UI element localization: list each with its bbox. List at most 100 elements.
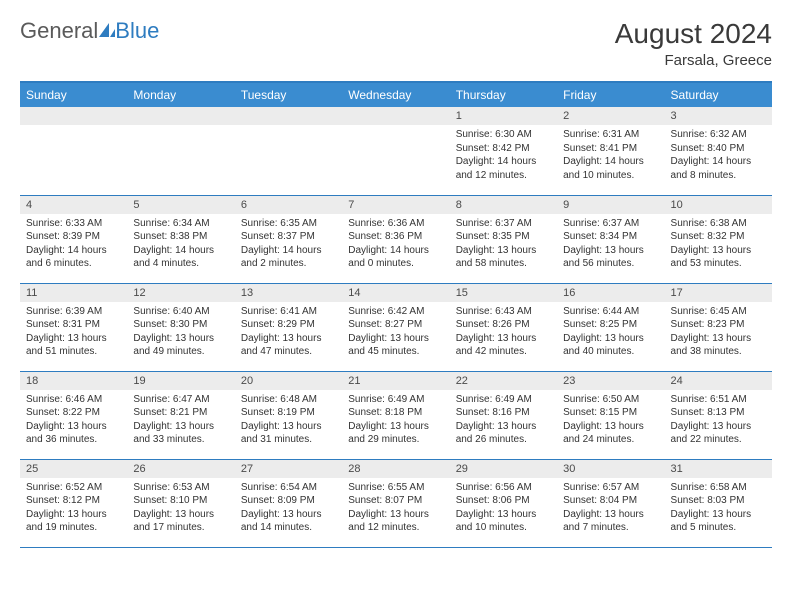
day-number: 20 <box>235 372 342 390</box>
calendar-day-cell <box>127 107 234 195</box>
day-number: 25 <box>20 460 127 478</box>
sunset-line: Sunset: 8:35 PM <box>456 230 551 244</box>
sunrise-line: Sunrise: 6:45 AM <box>671 305 766 319</box>
calendar-day-cell: 21Sunrise: 6:49 AMSunset: 8:18 PMDayligh… <box>342 371 449 459</box>
sunset-line: Sunset: 8:34 PM <box>563 230 658 244</box>
daylight-line: Daylight: 13 hours and 49 minutes. <box>133 332 228 359</box>
day-number: 28 <box>342 460 449 478</box>
day-details: Sunrise: 6:56 AMSunset: 8:06 PMDaylight:… <box>450 478 557 539</box>
day-details: Sunrise: 6:39 AMSunset: 8:31 PMDaylight:… <box>20 302 127 363</box>
daylight-line: Daylight: 13 hours and 24 minutes. <box>563 420 658 447</box>
sunrise-line: Sunrise: 6:49 AM <box>456 393 551 407</box>
day-of-week-header: Monday <box>127 82 234 107</box>
day-number: 4 <box>20 196 127 214</box>
sunrise-line: Sunrise: 6:41 AM <box>241 305 336 319</box>
day-details: Sunrise: 6:45 AMSunset: 8:23 PMDaylight:… <box>665 302 772 363</box>
sunset-line: Sunset: 8:38 PM <box>133 230 228 244</box>
sunrise-line: Sunrise: 6:31 AM <box>563 128 658 142</box>
daylight-line: Daylight: 13 hours and 51 minutes. <box>26 332 121 359</box>
daylight-line: Daylight: 13 hours and 26 minutes. <box>456 420 551 447</box>
calendar-day-cell: 18Sunrise: 6:46 AMSunset: 8:22 PMDayligh… <box>20 371 127 459</box>
sunrise-line: Sunrise: 6:50 AM <box>563 393 658 407</box>
daylight-line: Daylight: 13 hours and 22 minutes. <box>671 420 766 447</box>
calendar-day-cell: 6Sunrise: 6:35 AMSunset: 8:37 PMDaylight… <box>235 195 342 283</box>
day-of-week-header: Thursday <box>450 82 557 107</box>
day-number: 31 <box>665 460 772 478</box>
daylight-line: Daylight: 14 hours and 10 minutes. <box>563 155 658 182</box>
day-number: 12 <box>127 284 234 302</box>
calendar-day-cell <box>342 107 449 195</box>
sunrise-line: Sunrise: 6:32 AM <box>671 128 766 142</box>
day-of-week-header: Saturday <box>665 82 772 107</box>
calendar-day-cell <box>235 107 342 195</box>
day-number: 7 <box>342 196 449 214</box>
sunrise-line: Sunrise: 6:53 AM <box>133 481 228 495</box>
calendar-thead: SundayMondayTuesdayWednesdayThursdayFrid… <box>20 82 772 107</box>
calendar-day-cell: 10Sunrise: 6:38 AMSunset: 8:32 PMDayligh… <box>665 195 772 283</box>
day-details: Sunrise: 6:54 AMSunset: 8:09 PMDaylight:… <box>235 478 342 539</box>
sunrise-line: Sunrise: 6:37 AM <box>456 217 551 231</box>
day-number: 15 <box>450 284 557 302</box>
daylight-line: Daylight: 13 hours and 10 minutes. <box>456 508 551 535</box>
day-number: 27 <box>235 460 342 478</box>
day-details: Sunrise: 6:47 AMSunset: 8:21 PMDaylight:… <box>127 390 234 451</box>
daylight-line: Daylight: 13 hours and 17 minutes. <box>133 508 228 535</box>
header: General Blue August 2024 Farsala, Greece <box>20 18 772 69</box>
calendar-day-cell <box>20 107 127 195</box>
daylight-line: Daylight: 14 hours and 0 minutes. <box>348 244 443 271</box>
day-details: Sunrise: 6:32 AMSunset: 8:40 PMDaylight:… <box>665 125 772 186</box>
sunset-line: Sunset: 8:16 PM <box>456 406 551 420</box>
day-number: 10 <box>665 196 772 214</box>
sunrise-line: Sunrise: 6:35 AM <box>241 217 336 231</box>
day-details: Sunrise: 6:42 AMSunset: 8:27 PMDaylight:… <box>342 302 449 363</box>
sunset-line: Sunset: 8:22 PM <box>26 406 121 420</box>
sunrise-line: Sunrise: 6:52 AM <box>26 481 121 495</box>
daylight-line: Daylight: 13 hours and 58 minutes. <box>456 244 551 271</box>
daylight-line: Daylight: 14 hours and 12 minutes. <box>456 155 551 182</box>
day-number: 13 <box>235 284 342 302</box>
sunset-line: Sunset: 8:10 PM <box>133 494 228 508</box>
brand-blue-text: Blue <box>115 18 159 44</box>
sunset-line: Sunset: 8:15 PM <box>563 406 658 420</box>
daylight-line: Daylight: 14 hours and 6 minutes. <box>26 244 121 271</box>
calendar-day-cell: 16Sunrise: 6:44 AMSunset: 8:25 PMDayligh… <box>557 283 664 371</box>
sunset-line: Sunset: 8:37 PM <box>241 230 336 244</box>
day-number: 8 <box>450 196 557 214</box>
sunset-line: Sunset: 8:27 PM <box>348 318 443 332</box>
calendar-day-cell: 4Sunrise: 6:33 AMSunset: 8:39 PMDaylight… <box>20 195 127 283</box>
daylight-line: Daylight: 13 hours and 33 minutes. <box>133 420 228 447</box>
calendar-day-cell: 23Sunrise: 6:50 AMSunset: 8:15 PMDayligh… <box>557 371 664 459</box>
day-details: Sunrise: 6:57 AMSunset: 8:04 PMDaylight:… <box>557 478 664 539</box>
sunrise-line: Sunrise: 6:44 AM <box>563 305 658 319</box>
sunrise-line: Sunrise: 6:43 AM <box>456 305 551 319</box>
calendar-table: SundayMondayTuesdayWednesdayThursdayFrid… <box>20 81 772 548</box>
day-details: Sunrise: 6:41 AMSunset: 8:29 PMDaylight:… <box>235 302 342 363</box>
day-details: Sunrise: 6:52 AMSunset: 8:12 PMDaylight:… <box>20 478 127 539</box>
day-number-band <box>127 107 234 125</box>
sunset-line: Sunset: 8:07 PM <box>348 494 443 508</box>
day-of-week-header: Tuesday <box>235 82 342 107</box>
day-details: Sunrise: 6:34 AMSunset: 8:38 PMDaylight:… <box>127 214 234 275</box>
daylight-line: Daylight: 13 hours and 7 minutes. <box>563 508 658 535</box>
calendar-week-row: 4Sunrise: 6:33 AMSunset: 8:39 PMDaylight… <box>20 195 772 283</box>
sunrise-line: Sunrise: 6:37 AM <box>563 217 658 231</box>
day-number: 24 <box>665 372 772 390</box>
day-number: 11 <box>20 284 127 302</box>
day-of-week-row: SundayMondayTuesdayWednesdayThursdayFrid… <box>20 82 772 107</box>
calendar-week-row: 25Sunrise: 6:52 AMSunset: 8:12 PMDayligh… <box>20 459 772 547</box>
sunrise-line: Sunrise: 6:58 AM <box>671 481 766 495</box>
calendar-day-cell: 24Sunrise: 6:51 AMSunset: 8:13 PMDayligh… <box>665 371 772 459</box>
sunrise-line: Sunrise: 6:54 AM <box>241 481 336 495</box>
sunrise-line: Sunrise: 6:30 AM <box>456 128 551 142</box>
sunrise-line: Sunrise: 6:56 AM <box>456 481 551 495</box>
day-of-week-header: Wednesday <box>342 82 449 107</box>
daylight-line: Daylight: 14 hours and 8 minutes. <box>671 155 766 182</box>
calendar-day-cell: 8 Sunrise: 6:37 AMSunset: 8:35 PMDaylight… <box>450 195 557 283</box>
calendar-body: 1Sunrise: 6:30 AMSunset: 8:42 PMDaylight… <box>20 107 772 547</box>
calendar-day-cell: 28Sunrise: 6:55 AMSunset: 8:07 PMDayligh… <box>342 459 449 547</box>
sunrise-line: Sunrise: 6:47 AM <box>133 393 228 407</box>
brand-blue: Blue <box>98 18 159 44</box>
daylight-line: Daylight: 13 hours and 38 minutes. <box>671 332 766 359</box>
day-number: 30 <box>557 460 664 478</box>
day-details: Sunrise: 6:55 AMSunset: 8:07 PMDaylight:… <box>342 478 449 539</box>
